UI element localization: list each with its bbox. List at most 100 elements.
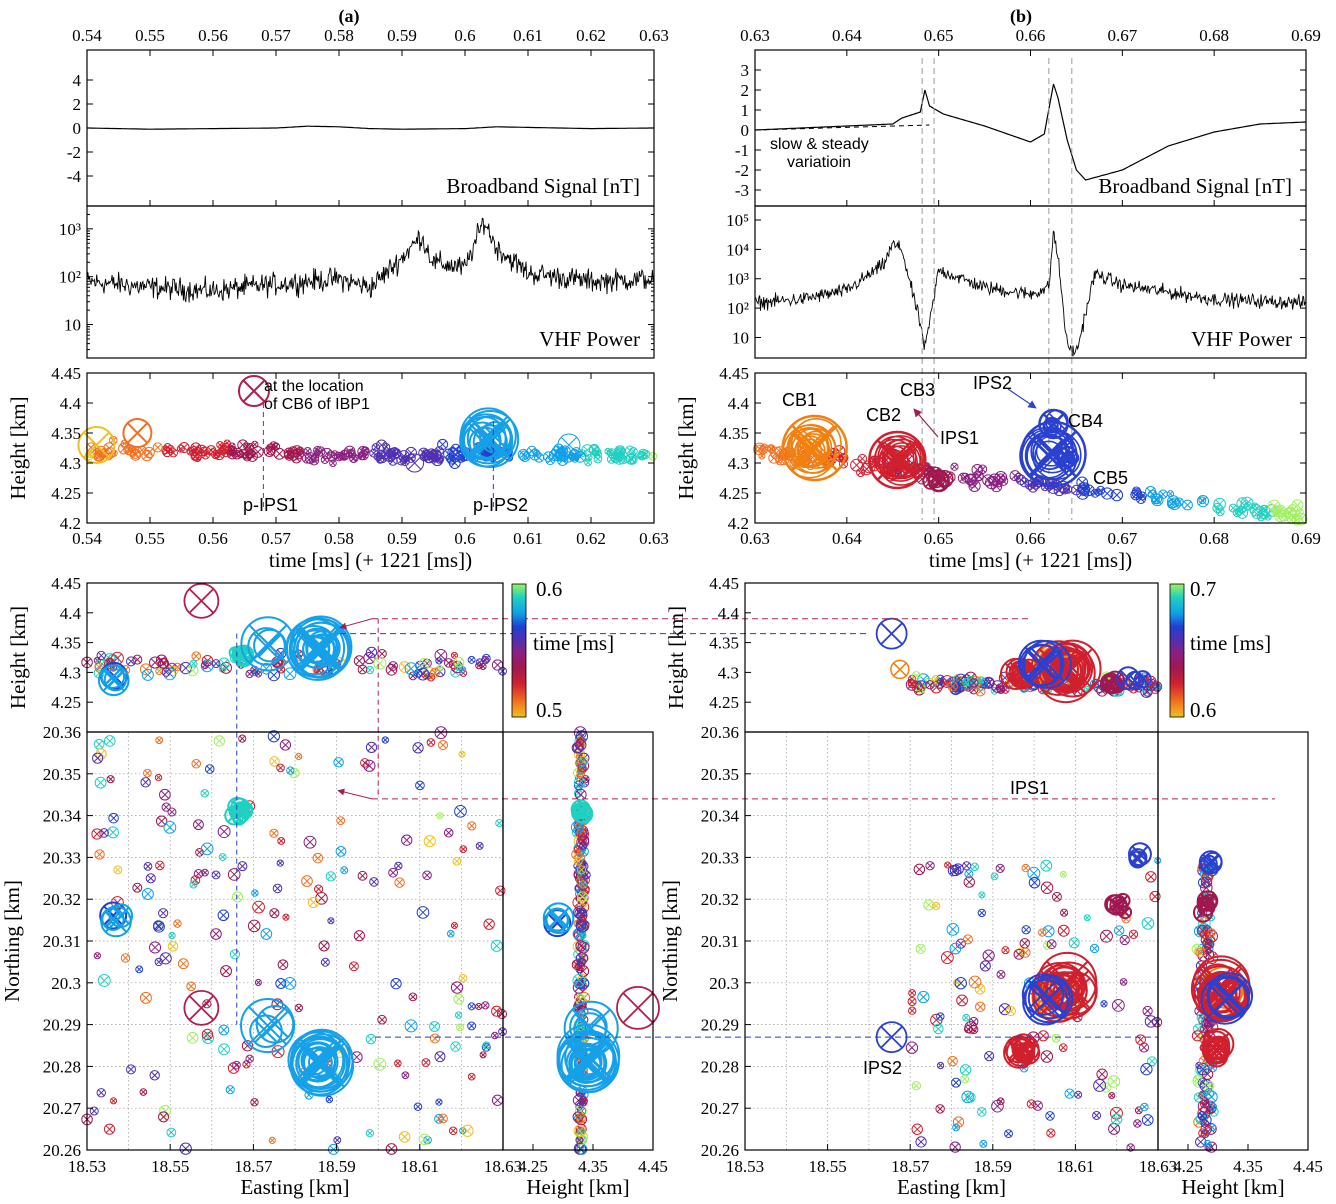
a-map-source-cross — [168, 808, 176, 816]
a-height-source-ring — [338, 452, 347, 461]
a-map-source-cross — [109, 814, 118, 822]
a-map-top-source-cross — [97, 652, 105, 659]
a-height-source-cross — [285, 450, 293, 458]
a-height-source-ring — [95, 449, 106, 460]
a-map-source — [315, 892, 328, 905]
a-map-source-cross — [493, 1096, 502, 1105]
b-height-source-cross — [1017, 476, 1025, 484]
b-height-source-ring — [758, 452, 766, 460]
b-height-source — [1158, 489, 1168, 499]
b-map-source — [1110, 1113, 1123, 1125]
a-map-source-cross — [93, 754, 102, 763]
a-height-source-ring — [613, 449, 625, 462]
b-map-source — [1040, 881, 1054, 895]
a-map-source-cross — [270, 830, 278, 837]
a-height-source-cross — [275, 449, 284, 458]
a-map-top-source-cross — [181, 663, 191, 673]
a-map-source — [211, 870, 221, 880]
b-height-source-cross — [1011, 471, 1020, 480]
a-map-source — [412, 742, 424, 754]
b-map-source — [1026, 1099, 1036, 1109]
b-height-source-cross — [1242, 498, 1252, 508]
a-map-source — [229, 949, 241, 960]
a-map-source — [404, 1019, 418, 1033]
a-height-source — [205, 445, 217, 456]
a-height-source-ring — [400, 455, 409, 464]
a-height-source — [604, 447, 612, 456]
b-map-source-cross — [934, 1025, 943, 1033]
a-map-source — [108, 812, 119, 824]
a-map-source-cross — [468, 822, 476, 830]
a-height-source — [237, 439, 249, 451]
a-map-source-cross — [249, 921, 259, 931]
a-height-source-ring — [263, 445, 276, 457]
b-map-source — [915, 1136, 927, 1148]
b-map-source-cross — [984, 951, 993, 960]
a-map-source — [434, 1051, 446, 1063]
b-map-source — [1051, 1033, 1061, 1043]
a-map-source — [141, 887, 154, 900]
b-map-source-cross — [908, 998, 916, 1005]
a-height-source-large-cross — [83, 431, 110, 459]
a-height-source-cross — [197, 446, 206, 455]
a-map-source — [327, 917, 335, 925]
a-map-source-cross — [99, 975, 109, 986]
b-map-source-cross — [1061, 909, 1067, 916]
a-height-source-ring — [330, 450, 339, 459]
a-map-source — [109, 1097, 118, 1105]
a-height-source-ring — [205, 445, 217, 456]
a-map-source-cross — [174, 920, 181, 927]
a-map-source — [217, 825, 231, 839]
a-height-source-cross — [639, 450, 647, 458]
a-map-source — [381, 736, 389, 744]
a-height-source — [227, 448, 238, 460]
a-map-source-cross — [133, 884, 141, 892]
a-height-source-ring — [382, 442, 391, 451]
a-map-source — [158, 1111, 170, 1123]
b-map-source — [1046, 1128, 1056, 1138]
b-map-source — [960, 1074, 970, 1084]
b-map-source — [1101, 1082, 1112, 1093]
a-map-source-cross — [367, 743, 376, 752]
a-height-source — [611, 450, 621, 460]
a-map-source — [479, 1051, 487, 1059]
a-map-source-cross — [283, 914, 289, 920]
a-height-source-ring — [449, 448, 458, 457]
b-map-source — [1111, 998, 1125, 1012]
a-map-source — [450, 921, 458, 930]
a-map-source — [443, 827, 454, 838]
a-map-source-cross — [400, 1132, 409, 1141]
a-map-source-cross — [201, 790, 208, 797]
a-height-source-large-cross — [126, 422, 149, 444]
a-map-source — [238, 734, 247, 743]
b-map-source-cross — [1084, 915, 1090, 921]
a-map-source-cross — [269, 731, 279, 741]
a-map-source — [385, 1143, 398, 1155]
b-map-source — [911, 1080, 922, 1091]
b-map-source — [1040, 859, 1053, 872]
a-height-source — [638, 448, 649, 460]
a_broadband-series-line — [87, 125, 654, 130]
a-height-source-ring — [376, 449, 387, 460]
a-map-source — [401, 834, 413, 846]
a-map-source-cross — [427, 739, 434, 746]
a-height-source-cross — [345, 447, 354, 456]
b-map-source-cross — [1109, 1092, 1115, 1098]
b-height-source — [1015, 474, 1027, 486]
a-map-source-cross — [423, 871, 431, 879]
a-map-source-cross — [296, 753, 302, 760]
b-height-source-ring — [1168, 497, 1181, 511]
a-map-source-cross — [157, 817, 166, 826]
a-map-source-cross — [276, 979, 285, 988]
a-height-source-cross — [297, 447, 304, 454]
b-map-source — [1133, 1119, 1142, 1128]
a-map-source — [193, 819, 204, 831]
b-map-source-cross — [1143, 1115, 1152, 1125]
a-map-source — [312, 852, 324, 864]
a-map-cb6-marker — [183, 989, 220, 1026]
a-map-top-source-cross — [366, 667, 373, 673]
b-map-source-cross — [1146, 872, 1155, 881]
grid-layer — [87, 732, 1158, 1150]
b-map-source — [940, 951, 954, 964]
b-map-source — [944, 861, 952, 869]
